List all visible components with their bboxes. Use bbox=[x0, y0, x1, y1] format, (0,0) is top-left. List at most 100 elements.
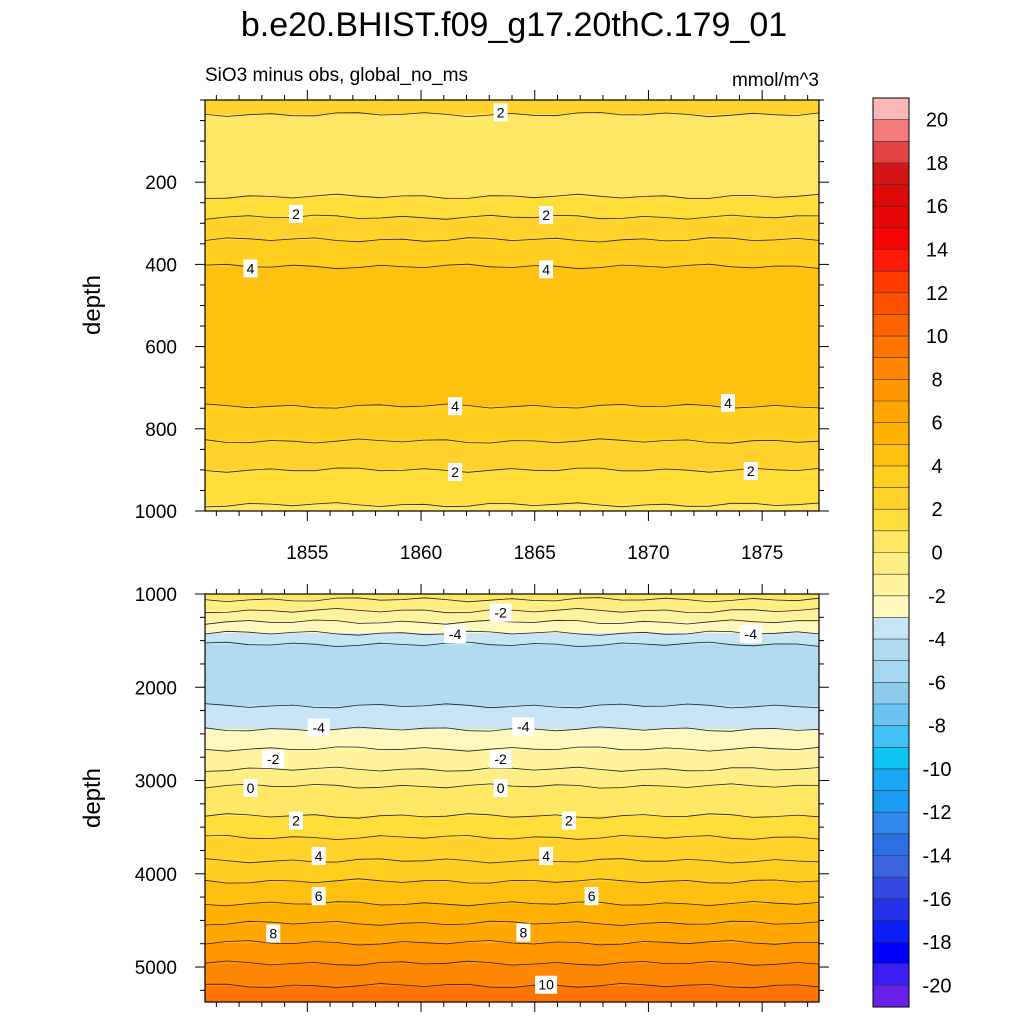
subtitle-left: SiO3 minus obs, global_no_ms bbox=[205, 65, 468, 86]
band-2 bbox=[205, 610, 819, 622]
contour-line-7 bbox=[204, 467, 820, 473]
colorbar-swatch-0 bbox=[873, 98, 909, 120]
colorbar: 20181614121086420-2-4-6-8-10-12-14-16-18… bbox=[872, 97, 952, 1008]
colorbar-swatch-32 bbox=[873, 790, 909, 813]
colorbar-swatch-2 bbox=[873, 141, 909, 164]
contour-label-box-11 bbox=[311, 847, 326, 866]
contour-label-box-2 bbox=[539, 206, 554, 225]
colorbar-swatch-7 bbox=[873, 249, 909, 272]
colorbar-label-18: -16 bbox=[923, 889, 952, 911]
x-tick-label-3: 1870 bbox=[627, 543, 669, 564]
contour-line-2 bbox=[204, 619, 820, 625]
contour-label-box-3 bbox=[243, 259, 258, 278]
contour-label-10: 2 bbox=[565, 813, 573, 829]
colorbar-swatch-40 bbox=[873, 963, 909, 986]
contour-label-7: 0 bbox=[247, 780, 255, 796]
band-4 bbox=[205, 239, 819, 267]
contour-label-14: 6 bbox=[588, 888, 596, 904]
contour-label-box-14 bbox=[584, 887, 599, 906]
upper-panel: 2 2 2 4 4 4 4 2 2 1855 1860 1865 1870 1875 200 400 600 80… bbox=[79, 90, 829, 564]
colorbar-swatch-19 bbox=[873, 509, 909, 532]
colorbar-label-1: 18 bbox=[926, 153, 948, 175]
colorbar-swatch-23 bbox=[873, 595, 909, 618]
contour-line-3 bbox=[204, 237, 820, 243]
contour-label-9: 2 bbox=[292, 813, 300, 829]
contour-label-1: 2 bbox=[292, 206, 300, 222]
band-2 bbox=[205, 196, 819, 218]
band-7 bbox=[205, 729, 819, 749]
band-9 bbox=[205, 769, 819, 787]
contour-label-box-10 bbox=[561, 811, 576, 830]
x-tick-label-4: 1875 bbox=[741, 543, 783, 564]
contour-label-1: -4 bbox=[449, 626, 462, 642]
band-19 bbox=[205, 985, 819, 1002]
colorbar-label-20: -20 bbox=[923, 975, 952, 997]
contour-label-box-13 bbox=[311, 887, 326, 906]
colorbar-label-3: 14 bbox=[926, 240, 948, 262]
lower-panel: -2 -4 -4 -4 -4 -2 -2 0 0 2 2 4 4 6 6 8 8 10 1000 2000 3000 40… bbox=[79, 584, 829, 1012]
y-tick-label-4: 1000 bbox=[135, 502, 177, 523]
contour-label-box-5 bbox=[448, 397, 463, 416]
colorbar-label-17: -14 bbox=[923, 846, 952, 868]
contour-line-4 bbox=[204, 641, 820, 648]
band-6 bbox=[205, 705, 819, 730]
contour-label-11: 4 bbox=[315, 848, 323, 864]
contour-line-17 bbox=[204, 960, 820, 966]
contour-label-3: 4 bbox=[247, 261, 255, 277]
contour-label-box-17 bbox=[535, 975, 558, 994]
band-5 bbox=[205, 266, 819, 407]
colorbar-swatch-21 bbox=[873, 552, 909, 575]
colorbar-swatch-1 bbox=[873, 119, 909, 142]
colorbar-label-0: 20 bbox=[926, 110, 948, 132]
band-9 bbox=[205, 504, 819, 511]
x-tick-label-1: 1860 bbox=[400, 543, 442, 564]
y-tick-label-3: 4000 bbox=[135, 865, 177, 886]
band-8 bbox=[205, 469, 819, 505]
contour-line-15 bbox=[204, 920, 820, 926]
y-axis-title: depth bbox=[79, 768, 106, 828]
contour-label-box-0 bbox=[489, 603, 512, 622]
contour-label-box-15 bbox=[266, 924, 281, 943]
band-8 bbox=[205, 748, 819, 770]
contour-line-7 bbox=[204, 746, 820, 752]
band-16 bbox=[205, 923, 819, 943]
band-6 bbox=[205, 406, 819, 442]
contour-label-6: 4 bbox=[724, 395, 732, 411]
contour-line-2 bbox=[204, 214, 820, 220]
band-3 bbox=[205, 217, 819, 240]
contour-line-13 bbox=[204, 878, 820, 884]
colorbar-swatch-39 bbox=[873, 942, 909, 965]
contour-label-16: 8 bbox=[519, 925, 527, 941]
contour-line-6 bbox=[204, 726, 820, 732]
band-0 bbox=[205, 100, 819, 115]
contour-line-3 bbox=[204, 630, 820, 636]
colorbar-swatch-31 bbox=[873, 768, 909, 791]
contour-label-box-1 bbox=[444, 625, 467, 644]
colorbar-swatch-3 bbox=[873, 162, 909, 185]
band-13 bbox=[205, 860, 819, 882]
contour-label-box-6 bbox=[489, 750, 512, 769]
colorbar-swatch-11 bbox=[873, 336, 909, 359]
colorbar-swatch-25 bbox=[873, 639, 909, 662]
band-15 bbox=[205, 903, 819, 924]
contour-label-box-8 bbox=[743, 462, 758, 481]
band-14 bbox=[205, 881, 819, 904]
colorbar-label-7: 6 bbox=[931, 413, 942, 435]
contour-label-12: 4 bbox=[542, 848, 550, 864]
y-tick-label-0: 1000 bbox=[135, 585, 177, 606]
colorbar-swatch-16 bbox=[873, 444, 909, 467]
contour-label-2: 2 bbox=[542, 207, 550, 223]
contour-label-box-7 bbox=[243, 778, 258, 797]
colorbar-swatch-20 bbox=[873, 530, 909, 553]
colorbar-swatch-33 bbox=[873, 812, 909, 835]
contour-label-0: -2 bbox=[494, 605, 507, 621]
colorbar-label-12: -4 bbox=[928, 629, 946, 651]
contour-label-box-9 bbox=[288, 811, 303, 830]
band-4 bbox=[205, 633, 819, 645]
contour-label-box-7 bbox=[448, 462, 463, 481]
contour-label-box-2 bbox=[739, 625, 762, 644]
y-tick-label-1: 400 bbox=[145, 255, 177, 276]
contour-label-box-4 bbox=[539, 260, 554, 279]
contour-line-9 bbox=[204, 783, 820, 789]
